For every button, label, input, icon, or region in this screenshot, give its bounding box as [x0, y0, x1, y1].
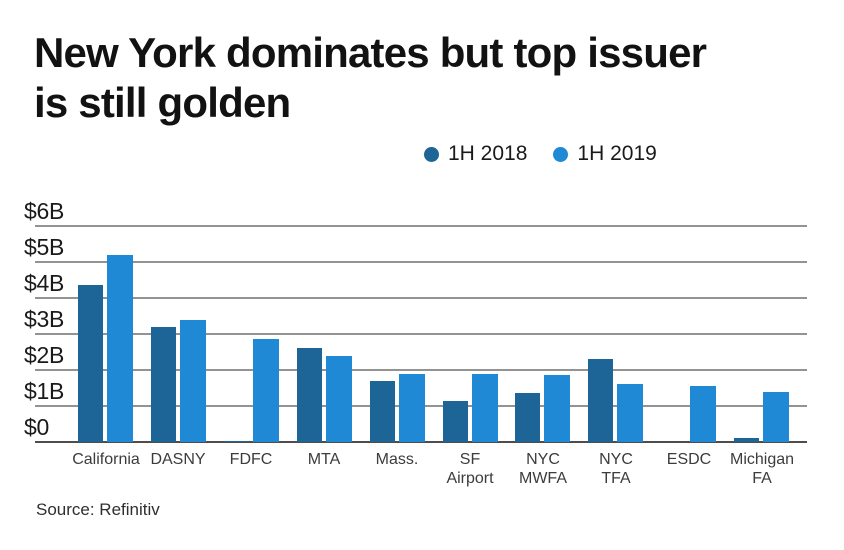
bar-1h-2018-mta [297, 348, 322, 442]
x-category-label-mass: Mass. [375, 451, 419, 468]
gridline-2b [35, 369, 807, 371]
legend-item-1h2019: 1H 2019 [553, 142, 657, 166]
bar-1h-2018-dasny [151, 326, 176, 442]
x-category-label-dasny: DASNY [150, 451, 206, 468]
y-tick-label-6b: $6B [24, 198, 65, 224]
x-category-label-sf-airport: SF Airport [446, 451, 494, 487]
gridline-5b [35, 261, 807, 263]
source-attribution: Source: Refinitiv [36, 500, 160, 519]
bar-1h-2019-sf-airport [472, 373, 498, 442]
y-tick-label-2b: $2B [24, 342, 65, 368]
x-category-label-nyc-tfa: NYC TFA [599, 451, 633, 487]
gridline-3b [35, 333, 807, 335]
legend-label-1h2018: 1H 2018 [448, 142, 528, 165]
x-category-label-mta: MTA [307, 451, 341, 468]
x-category-label-nyc-mwfa: NYC MWFA [519, 451, 567, 487]
legend-swatch-1h2018-icon [424, 146, 439, 162]
gridline-6b [35, 225, 807, 227]
y-tick-label-4b: $4B [24, 270, 65, 296]
gridline-4b [35, 297, 807, 299]
bar-1h-2018-fdfc [224, 440, 249, 442]
x-category-label-esdc: ESDC [666, 451, 712, 468]
bar-1h-2018-michigan-fa [734, 438, 759, 442]
chart-title-line2: is still golden [34, 79, 291, 126]
bar-1h-2019-nyc-tfa [617, 384, 643, 442]
legend-item-1h2018: 1H 2018 [424, 142, 527, 166]
bar-1h-2019-mta [326, 355, 352, 442]
y-tick-label-0b: $0 [24, 414, 49, 440]
x-category-label-california: California [72, 451, 140, 468]
chart-title-line1: New York dominates but top issuer [34, 29, 707, 76]
bar-1h-2018-nyc-tfa [588, 359, 613, 442]
bar-1h-2019-california [107, 254, 133, 442]
legend-label-1h2019: 1H 2019 [577, 142, 657, 165]
bar-1h-2019-esdc [690, 386, 716, 442]
chart-title: New York dominates but top issuer is sti… [34, 28, 707, 128]
bar-1h-2019-mass [399, 373, 425, 442]
x-category-label-michigan-fa: Michigan FA [729, 451, 795, 487]
bar-1h-2018-nyc-mwfa [515, 393, 540, 442]
chart-legend: 1H 2018 1H 2019 [424, 142, 657, 166]
y-tick-label-5b: $5B [24, 234, 65, 260]
y-tick-label-1b: $1B [24, 378, 65, 404]
x-category-label-fdfc: FDFC [229, 451, 273, 468]
x-axis-baseline [35, 441, 807, 443]
bar-1h-2018-mass [370, 380, 395, 442]
bar-1h-2018-sf-airport [443, 400, 468, 442]
bar-1h-2019-nyc-mwfa [544, 375, 570, 442]
bar-1h-2019-michigan-fa [763, 391, 789, 442]
bar-1h-2019-dasny [180, 319, 206, 442]
legend-swatch-1h2019-icon [553, 146, 569, 162]
y-tick-label-3b: $3B [24, 306, 65, 332]
bar-1h-2018-california [78, 285, 103, 442]
bar-1h-2019-fdfc [253, 339, 279, 442]
